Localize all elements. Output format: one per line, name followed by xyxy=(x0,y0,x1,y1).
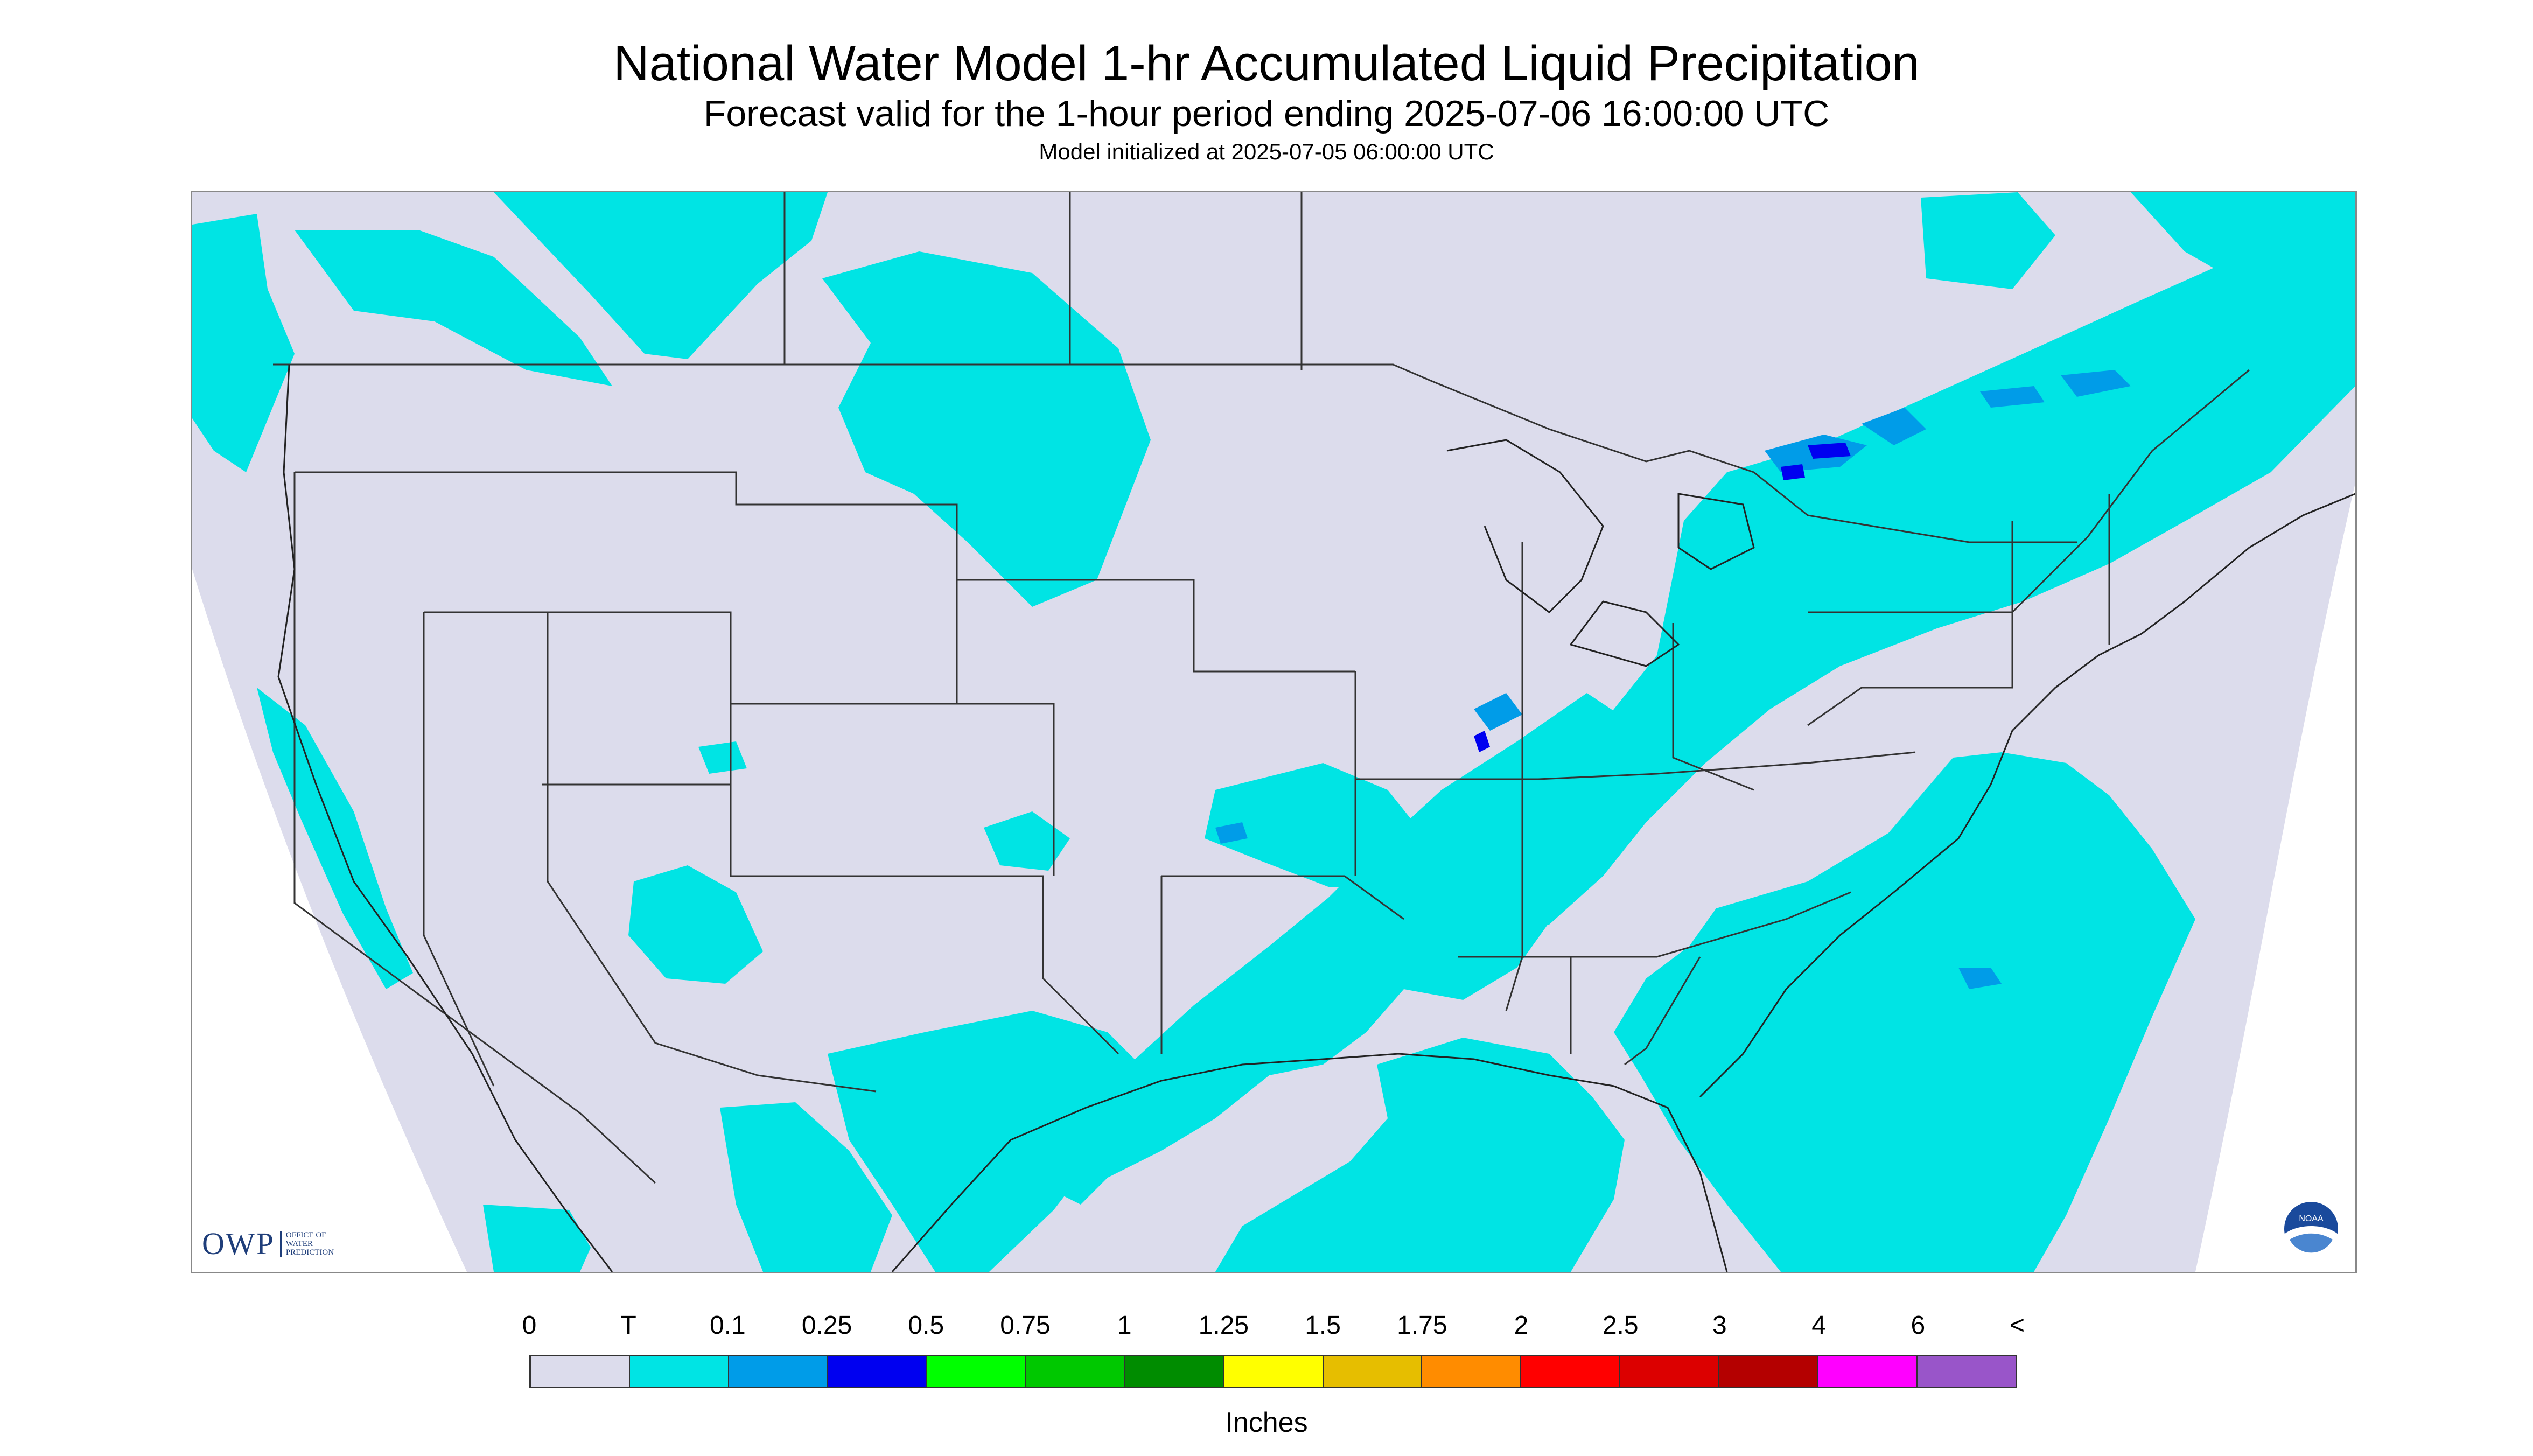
legend-units: Inches xyxy=(1225,1407,1308,1438)
legend-swatch xyxy=(1918,1356,2016,1387)
legend-tick-label: 0 xyxy=(522,1311,537,1340)
legend-swatch xyxy=(1620,1356,1720,1387)
legend-swatch xyxy=(1125,1356,1224,1387)
legend-color-bar xyxy=(529,1355,2017,1388)
legend-swatch xyxy=(629,1356,729,1387)
legend-tick-label: 1 xyxy=(1117,1311,1132,1340)
legend-tick-label: 1.75 xyxy=(1397,1311,1447,1340)
noaa-logo-text: NOAA xyxy=(2299,1214,2324,1223)
legend-swatch xyxy=(1521,1356,1621,1387)
noaa-logo: NOAA xyxy=(2284,1202,2338,1261)
legend-swatch xyxy=(927,1356,1026,1387)
state-boundaries xyxy=(273,192,2250,1184)
legend-tick-label: < xyxy=(2009,1311,2025,1340)
legend-tick-label: T xyxy=(620,1311,636,1340)
map-title: National Water Model 1-hr Accumulated Li… xyxy=(613,36,1920,91)
legend-swatch xyxy=(729,1356,828,1387)
legend-tick-label: 6 xyxy=(1911,1311,1926,1340)
precip-blue-areas xyxy=(1474,443,1851,752)
legend-tick-labels: 0 T 0.1 0.25 0.5 0.75 1 1.25 1.5 1.75 2 2.5 3 4 6 < xyxy=(522,1311,2025,1343)
owp-logo: OWP OFFICE OF WATER PREDICTION xyxy=(202,1226,345,1262)
legend-swatch xyxy=(1818,1356,1918,1387)
legend-swatch xyxy=(828,1356,927,1387)
legend-tick-label: 0.25 xyxy=(801,1311,852,1340)
map-canvas: OWP OFFICE OF WATER PREDICTION NOAA xyxy=(192,192,2355,1272)
legend-swatch xyxy=(1422,1356,1522,1387)
legend-tick-label: 2 xyxy=(1514,1311,1529,1340)
legend-tick-label: 1.25 xyxy=(1198,1311,1249,1340)
model-init-time: Model initialized at 2025-07-05 06:00:00… xyxy=(1039,139,1494,164)
map-subtitle: Forecast valid for the 1-hour period end… xyxy=(703,93,1830,134)
legend-swatch xyxy=(1224,1356,1324,1387)
legend-tick-label: 4 xyxy=(1811,1311,1826,1340)
coastlines xyxy=(277,364,2355,1272)
legend-swatch xyxy=(1323,1356,1423,1387)
legend-swatch xyxy=(531,1356,630,1387)
legend-tick-label: 0.5 xyxy=(908,1311,944,1340)
owp-logo-letters: OWP xyxy=(202,1226,275,1261)
precip-legend: 0 T 0.1 0.25 0.5 0.75 1 1.25 1.5 1.75 2 2.5 3 4 6 < xyxy=(522,1311,2025,1388)
legend-tick-label: 3 xyxy=(1712,1311,1727,1340)
legend-tick-label: 0.75 xyxy=(1000,1311,1051,1340)
legend-tick-label: 0.1 xyxy=(710,1311,746,1340)
legend-swatch xyxy=(1719,1356,1819,1387)
legend-swatch xyxy=(1026,1356,1125,1387)
precipitation-map: OWP OFFICE OF WATER PREDICTION NOAA xyxy=(191,191,2357,1273)
owp-logo-text: OFFICE OF WATER PREDICTION xyxy=(279,1230,345,1257)
legend-tick-label: 2.5 xyxy=(1602,1311,1639,1340)
legend-tick-label: 1.5 xyxy=(1305,1311,1341,1340)
